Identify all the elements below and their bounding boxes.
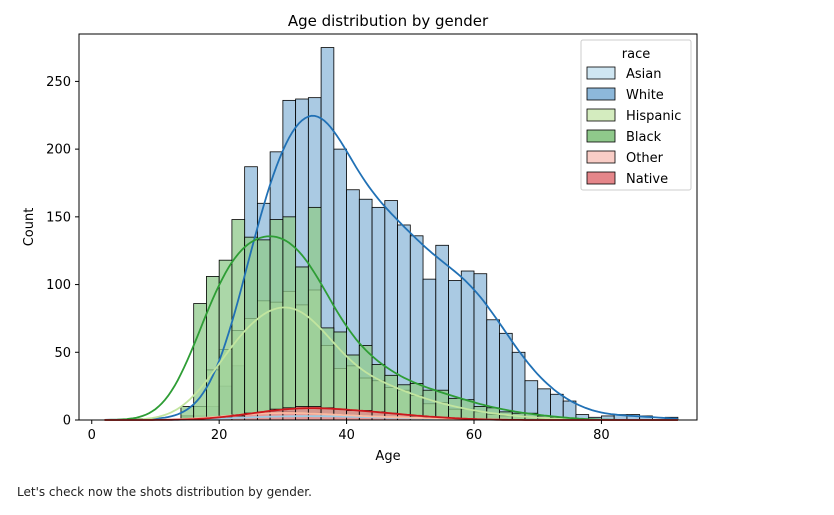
legend: race Asian White Hispanic Black Other Native — [580, 39, 692, 191]
legend-label-other: Other — [626, 151, 664, 166]
legend-swatch-hispanic — [586, 108, 616, 122]
legend-title: race — [622, 47, 650, 62]
legend-swatch-asian — [586, 66, 616, 80]
x-tick-label: 60 — [466, 428, 483, 443]
histogram-bar — [307, 206, 322, 421]
y-axis-label: Count — [22, 208, 37, 247]
age-histogram-chart: Age distribution by gender 0 20 40 60 80 0 50… — [22, 12, 698, 464]
histogram-bar — [358, 345, 373, 421]
histogram-bar — [473, 273, 488, 421]
y-tick-label: 100 — [46, 278, 71, 293]
y-tick-label: 50 — [54, 346, 71, 361]
x-tick-label: 40 — [338, 428, 355, 443]
legend-label-asian: Asian — [626, 67, 661, 82]
histogram-bar — [269, 219, 284, 421]
histogram-bar — [511, 351, 526, 421]
histogram-bar — [256, 239, 271, 421]
legend-swatch-native — [586, 171, 616, 185]
kde-line-white — [104, 114, 678, 421]
legend-label-hispanic: Hispanic — [626, 109, 681, 124]
chart-title: Age distribution by gender — [288, 12, 489, 30]
legend-swatch-other — [586, 150, 616, 164]
histogram-bar — [448, 397, 462, 421]
y-axis-ticks: 0 50 100 150 200 250 — [46, 75, 79, 429]
legend-label-native: Native — [626, 172, 668, 187]
kde-line-black — [104, 235, 678, 421]
x-tick-label: 80 — [593, 428, 610, 443]
histogram-bar — [295, 266, 309, 421]
y-tick-label: 200 — [46, 143, 71, 158]
legend-swatch-black — [586, 129, 616, 143]
y-tick-label: 250 — [46, 75, 71, 90]
notebook-caption: Let's check now the shots distribution b… — [17, 485, 312, 499]
legend-label-white: White — [626, 88, 664, 103]
histogram-bar — [460, 270, 475, 421]
x-tick-label: 20 — [211, 428, 228, 443]
y-tick-label: 150 — [46, 210, 71, 225]
y-tick-label: 0 — [63, 414, 71, 429]
x-axis-label: Age — [375, 449, 400, 464]
legend-label-black: Black — [626, 130, 662, 145]
histogram-bar — [499, 332, 513, 421]
histogram-bar — [486, 319, 500, 421]
histogram-bar — [473, 406, 488, 421]
plot-frame — [78, 33, 698, 421]
legend-swatch-white — [586, 87, 616, 101]
x-tick-label: 0 — [88, 428, 96, 443]
x-axis-ticks: 0 20 40 60 80 — [88, 420, 610, 443]
